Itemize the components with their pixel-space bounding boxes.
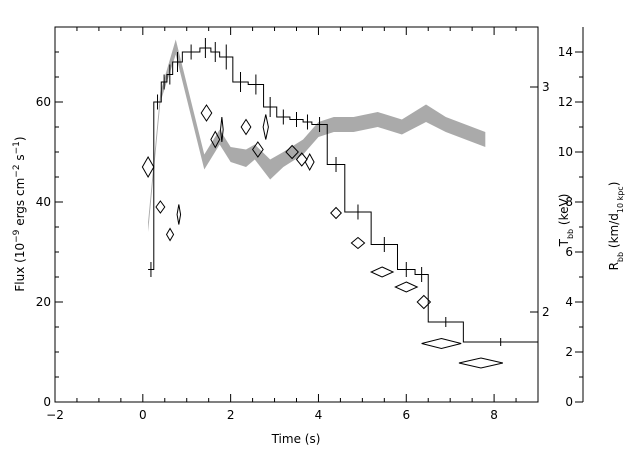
- y-right-outer-tick-label: 10: [558, 145, 573, 159]
- x-axis-title: Time (s): [271, 432, 321, 446]
- radius-diamond: [285, 144, 299, 160]
- y-left-tick-label: 40: [36, 195, 51, 209]
- x-tick-label: −2: [46, 408, 64, 422]
- radius-diamond: [176, 204, 182, 225]
- radius-diamond: [421, 337, 462, 350]
- radius-diamond: [240, 118, 252, 136]
- y-left-tick-label: 60: [36, 95, 51, 109]
- y-right-outer-tick-label: 12: [558, 95, 573, 109]
- y-right-outer-tick-label: 2: [565, 345, 573, 359]
- y-right-outer-tick-label: 0: [565, 395, 573, 409]
- x-tick-label: 0: [139, 408, 147, 422]
- y-right-outer-tick-label: 8: [565, 195, 573, 209]
- radius-diamond: [200, 104, 213, 122]
- y-right-outer-tick-label: 14: [558, 45, 573, 59]
- y-right-outer-tick-label: 4: [565, 295, 573, 309]
- radius-diamond: [369, 266, 395, 278]
- y-right-inner-tick-label: 3: [542, 80, 550, 94]
- y-left-tick-label: 20: [36, 295, 51, 309]
- radius-diamond: [394, 281, 419, 293]
- y-axis-right-outer-title: Rbb (km/d10 kpc): [607, 182, 625, 271]
- radius-diamond: [210, 130, 221, 149]
- radius-diamond: [458, 357, 503, 369]
- radius-diamond: [141, 155, 155, 179]
- x-tick-label: 4: [315, 408, 323, 422]
- x-tick-label: 6: [402, 408, 410, 422]
- radius-diamond: [304, 152, 315, 172]
- plot-area: [141, 38, 538, 369]
- radius-diamond: [165, 227, 175, 242]
- radius-diamond: [330, 206, 342, 220]
- x-tick-label: 2: [227, 408, 235, 422]
- plot-frame: [54, 26, 539, 403]
- y-right-outer-tick-label: 6: [565, 245, 573, 259]
- radius-diamond: [155, 200, 166, 214]
- radius-diamond: [262, 114, 269, 140]
- radius-diamond: [416, 294, 432, 310]
- radius-diamond: [350, 236, 366, 250]
- model-band: [148, 39, 486, 232]
- radius-diamond: [295, 152, 308, 167]
- radius-diamond: [220, 116, 224, 143]
- x-tick-label: 8: [490, 408, 498, 422]
- flux-step-line: [148, 47, 538, 343]
- y-left-tick-label: 0: [43, 395, 51, 409]
- radius-diamond: [251, 141, 264, 158]
- y-axis-left-title: Flux (10−9 ergs cm−2 s−1): [12, 136, 27, 291]
- y-right-inner-tick-label: 2: [542, 305, 550, 319]
